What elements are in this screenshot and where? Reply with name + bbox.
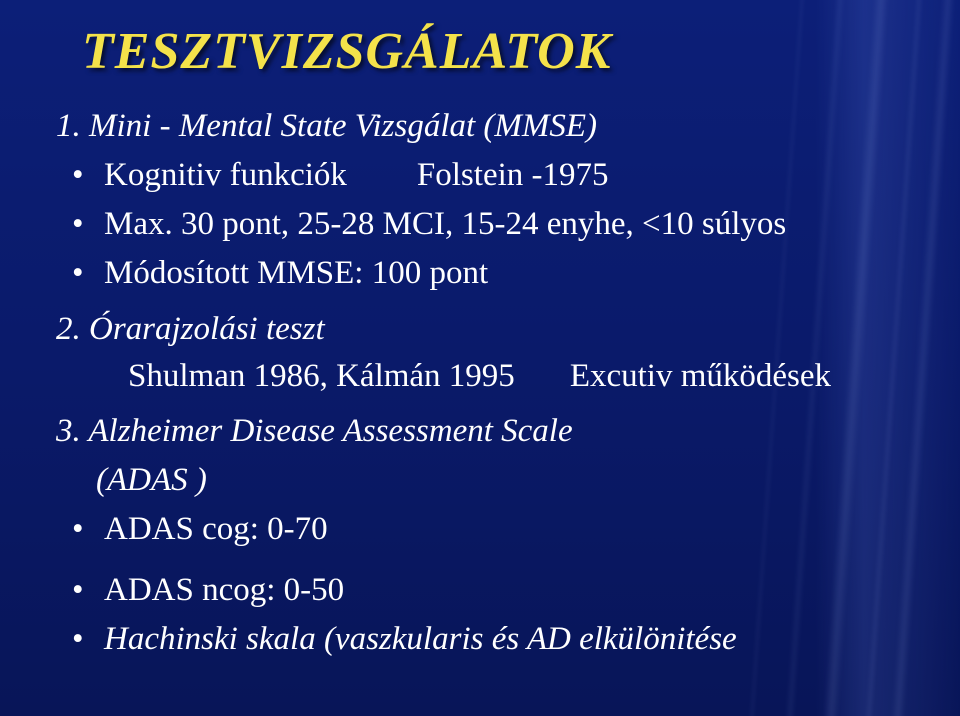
- list-item: Max. 30 pont, 25-28 MCI, 15-24 enyhe, <1…: [104, 201, 904, 248]
- slide-title: TESZTVIZSGÁLATOK: [82, 22, 904, 81]
- section1-bullets: Kognitiv funkciók Folstein -1975 Max. 30…: [56, 152, 904, 297]
- section1-bullet2: Max. 30 pont, 25-28 MCI, 15-24 enyhe, <1…: [104, 206, 786, 242]
- list-item: ADAS cog: 0-70: [104, 506, 904, 553]
- slide: TESZTVIZSGÁLATOK 1. Mini - Mental State …: [0, 0, 960, 716]
- list-item: Hachinski skala (vaszkularis és AD elkül…: [104, 616, 904, 663]
- section3-bullets-2: ADAS ncog: 0-50 Hachinski skala (vaszkul…: [56, 567, 904, 663]
- section2-sub-left: Shulman 1986, Kálmán 1995: [128, 353, 515, 400]
- list-item: Módosított MMSE: 100 pont: [104, 250, 904, 297]
- section2-sub-right: Excutiv működések: [515, 353, 904, 400]
- section3-heading-line2: (ADAS ): [56, 457, 904, 504]
- section1-heading: 1. Mini - Mental State Vizsgálat (MMSE): [56, 103, 904, 150]
- section3-bullet2: ADAS ncog: 0-50: [104, 572, 344, 608]
- section3-bullet3: Hachinski skala (vaszkularis és AD elkül…: [104, 621, 737, 657]
- section3-heading-line1: 3. Alzheimer Disease Assessment Scale: [56, 408, 904, 455]
- section1-bullet1-right: Folstein -1975: [347, 152, 904, 199]
- section1-bullet1-left: Kognitiv funkciók: [104, 152, 347, 199]
- list-item: Kognitiv funkciók Folstein -1975: [104, 152, 904, 199]
- section3-bullets: ADAS cog: 0-70: [56, 506, 904, 553]
- section1-bullet3: Módosított MMSE: 100 pont: [104, 255, 488, 291]
- slide-content: 1. Mini - Mental State Vizsgálat (MMSE) …: [56, 103, 904, 662]
- section2-sub: Shulman 1986, Kálmán 1995 Excutiv működé…: [56, 353, 904, 400]
- list-item: ADAS ncog: 0-50: [104, 567, 904, 614]
- section2-heading: 2. Órarajzolási teszt: [56, 306, 904, 353]
- section3-bullet1: ADAS cog: 0-70: [104, 511, 328, 547]
